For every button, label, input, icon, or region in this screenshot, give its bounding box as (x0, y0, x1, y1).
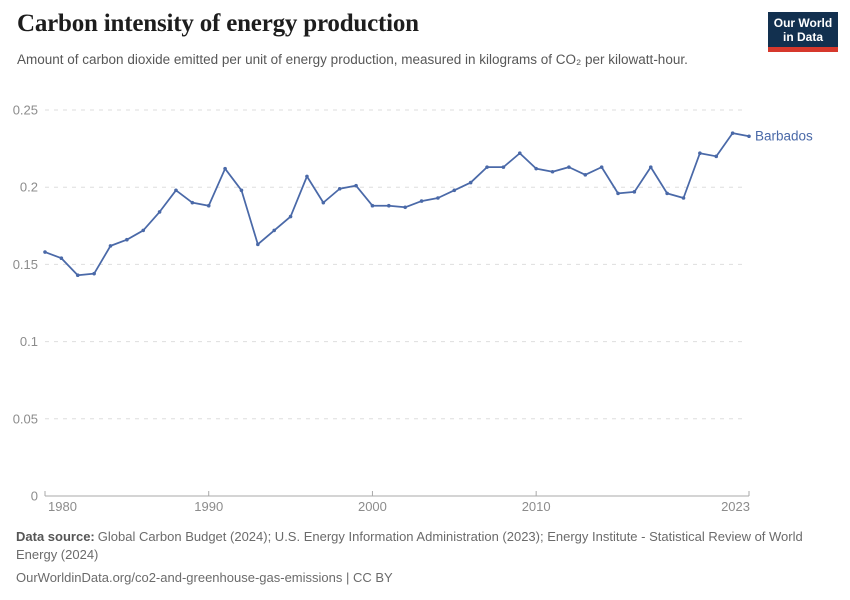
data-point (370, 203, 375, 208)
data-point (648, 165, 653, 169)
data-point (599, 165, 604, 169)
data-point (387, 203, 391, 208)
data-point (632, 190, 637, 194)
data-point (583, 173, 588, 177)
data-point (59, 256, 64, 261)
data-source-line: Data source: Global Carbon Budget (2024);… (16, 528, 838, 563)
data-point (665, 191, 669, 196)
data-point (125, 237, 129, 242)
data-point (108, 244, 113, 248)
x-tick-label: 1990 (194, 499, 223, 514)
data-point (206, 203, 211, 208)
data-point (75, 273, 80, 278)
data-point (550, 169, 555, 174)
data-point (337, 186, 342, 191)
data-point (698, 151, 702, 156)
data-point (305, 174, 309, 179)
data-point (747, 134, 751, 139)
logo-text-line2: in Data (782, 30, 823, 44)
data-point (321, 200, 326, 205)
footer-url-link[interactable]: OurWorldinData.org/co2-and-greenhouse-ga… (16, 570, 393, 585)
data-point (616, 191, 620, 196)
data-point (452, 188, 457, 193)
data-line-barbados (44, 132, 750, 277)
y-tick-label: 0.25 (13, 103, 38, 118)
data-point (190, 200, 195, 205)
chart-footer: Data source: Global Carbon Budget (2024);… (16, 528, 838, 587)
x-tick-label: 2010 (522, 499, 551, 514)
data-point (681, 196, 686, 200)
data-point (141, 228, 146, 233)
data-point (730, 131, 735, 135)
data-point (403, 205, 407, 210)
data-point (501, 165, 506, 169)
chart-subtitle: Amount of carbon dioxide emitted per uni… (17, 52, 688, 67)
data-point (419, 199, 424, 203)
data-point (43, 250, 47, 254)
owid-logo[interactable]: Our World in Data (768, 12, 838, 52)
data-point (468, 180, 473, 185)
data-point (288, 214, 293, 219)
data-point (354, 183, 358, 188)
data-point (272, 228, 277, 233)
data-point (714, 154, 719, 159)
data-point (485, 165, 489, 169)
data-source-text: Global Carbon Budget (2024); U.S. Energy… (16, 529, 803, 562)
x-tick-label: 1980 (48, 499, 77, 514)
data-source-label: Data source: (16, 529, 95, 544)
data-point (92, 271, 96, 276)
x-tick-label: 2023 (721, 499, 750, 514)
data-point (534, 166, 538, 171)
chart-title: Carbon intensity of energy production (17, 10, 419, 37)
y-tick-label: 0.1 (20, 334, 38, 349)
data-point (436, 196, 440, 200)
series-end-label: Barbados (755, 129, 813, 144)
data-point (239, 188, 244, 193)
data-point (157, 210, 162, 214)
data-point (256, 242, 260, 247)
y-tick-label: 0.2 (20, 180, 38, 195)
x-tick-label: 2000 (358, 499, 387, 514)
data-point (223, 166, 227, 171)
logo-text-line1: Our World (773, 16, 833, 30)
data-point (174, 188, 178, 193)
y-tick-label: 0.15 (13, 257, 38, 272)
y-tick-label: 0.05 (13, 411, 38, 426)
y-tick-label: 0 (31, 489, 38, 504)
data-point (517, 151, 522, 156)
data-point (567, 165, 571, 169)
